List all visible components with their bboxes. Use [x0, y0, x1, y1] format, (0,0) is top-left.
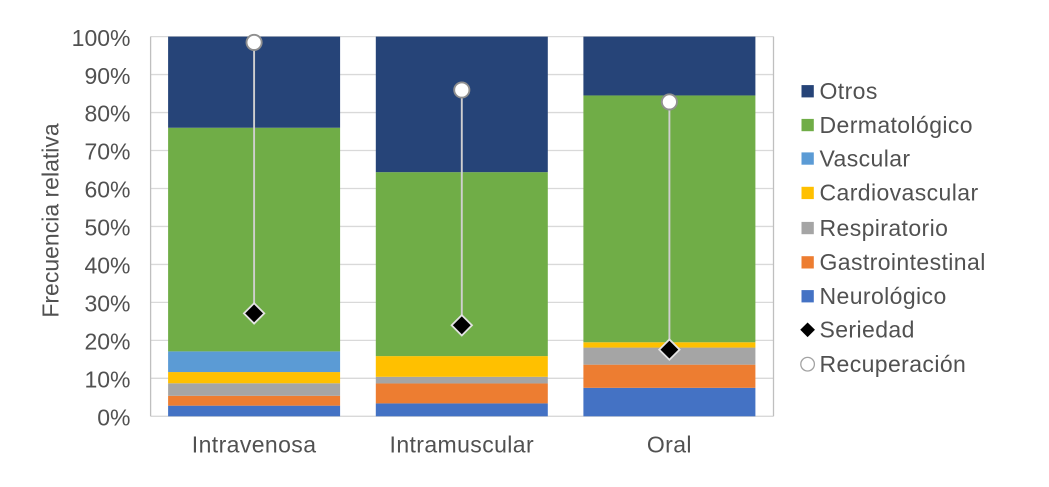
svg-text:60%: 60% — [84, 177, 130, 203]
svg-text:Dermatológico: Dermatológico — [820, 112, 974, 138]
svg-text:30%: 30% — [84, 291, 130, 317]
svg-text:Recuperación: Recuperación — [820, 351, 967, 377]
svg-text:Cardiovascular: Cardiovascular — [820, 180, 979, 206]
svg-text:Neurológico: Neurológico — [820, 283, 947, 309]
svg-text:90%: 90% — [84, 63, 130, 89]
svg-text:Vascular: Vascular — [820, 145, 911, 171]
svg-text:40%: 40% — [84, 253, 130, 279]
svg-text:70%: 70% — [84, 139, 130, 165]
svg-text:80%: 80% — [84, 101, 130, 127]
svg-text:20%: 20% — [84, 329, 130, 355]
svg-text:50%: 50% — [84, 215, 130, 241]
svg-text:Intramuscular: Intramuscular — [390, 432, 535, 458]
svg-text:Frecuencia relativa: Frecuencia relativa — [38, 123, 64, 318]
svg-text:Gastrointestinal: Gastrointestinal — [820, 249, 986, 275]
svg-text:0%: 0% — [97, 405, 130, 431]
svg-text:Seriedad: Seriedad — [820, 317, 915, 343]
svg-text:Intravenosa: Intravenosa — [192, 432, 317, 458]
svg-text:Oral: Oral — [647, 432, 692, 458]
svg-text:100%: 100% — [72, 25, 131, 51]
svg-text:10%: 10% — [84, 367, 130, 393]
svg-text:Respiratorio: Respiratorio — [820, 215, 949, 241]
svg-text:Otros: Otros — [820, 78, 878, 104]
